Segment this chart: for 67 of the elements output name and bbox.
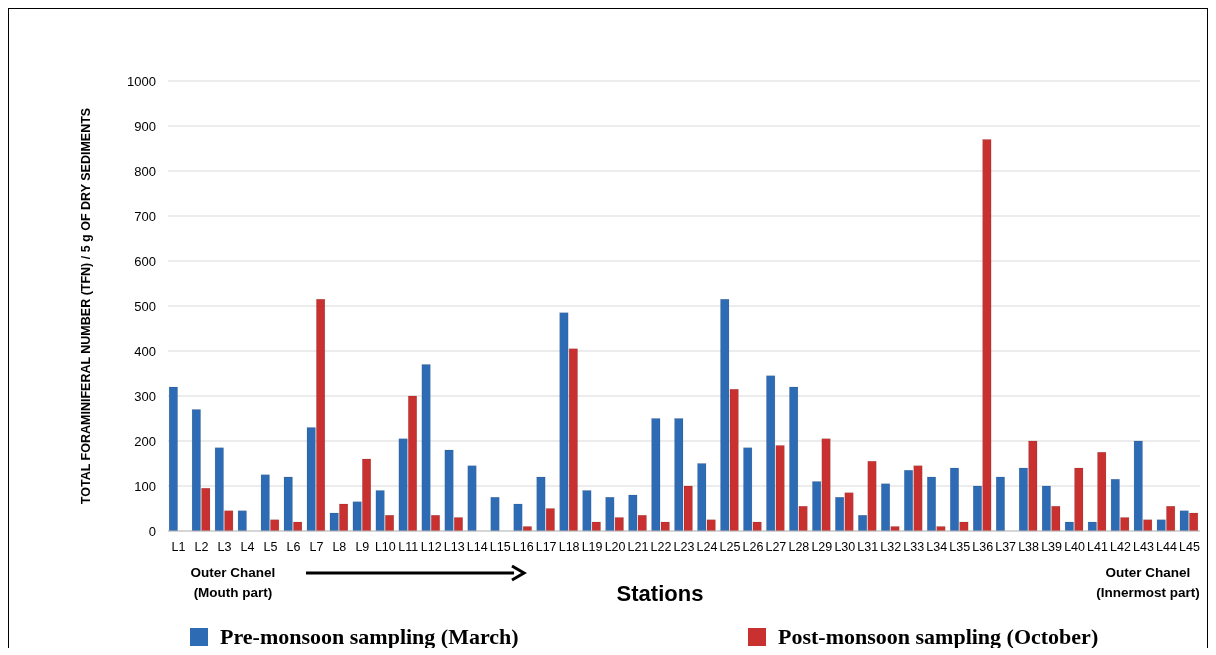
x-tick-label: L37 [995, 540, 1017, 554]
x-tick-label: L34 [926, 540, 948, 554]
x-tick-label: L33 [903, 540, 925, 554]
x-tick-label: L1 [171, 540, 186, 554]
y-tick-label: 500 [134, 298, 156, 314]
x-tick-label: L31 [857, 540, 879, 554]
x-tick-label: L20 [604, 540, 626, 554]
y-tick-label: 200 [134, 433, 156, 449]
x-tick-label: L41 [1087, 540, 1109, 554]
x-tick-label: L7 [309, 540, 324, 554]
x-tick-label: L16 [512, 540, 534, 554]
x-tick-label: L25 [719, 540, 741, 554]
x-tick-label: L11 [398, 540, 419, 554]
x-tick-label: L17 [535, 540, 557, 554]
x-tick-label: L22 [650, 540, 672, 554]
x-tick-label: L9 [355, 540, 370, 554]
x-tick-label: L38 [1018, 540, 1040, 554]
x-tick-label: L36 [972, 540, 994, 554]
x-tick-label: L30 [834, 540, 856, 554]
x-tick-label: L28 [788, 540, 810, 554]
x-tick-label: L24 [696, 540, 718, 554]
y-axis-title: TOTAL FORAMINIFERAL NUMBER (TFN) / 5 g OF DRY SEDIMENTS [79, 107, 93, 505]
x-tick-label: L10 [374, 540, 396, 554]
x-tick-label: L44 [1156, 540, 1177, 554]
y-tick-label: 100 [134, 478, 156, 494]
x-tick-label: L2 [194, 540, 209, 554]
x-tick-label: L14 [466, 540, 488, 554]
bar [467, 465, 477, 532]
bar [237, 510, 247, 532]
x-tick-label: L3 [217, 540, 232, 554]
text: Outer Chanel (Innermost part) [1096, 565, 1200, 600]
y-tick-label: 300 [134, 388, 156, 404]
y-tick-label: 0 [148, 523, 156, 539]
bar [168, 386, 178, 532]
x-tick-label: L32 [880, 540, 902, 554]
y-tick-label: 700 [134, 208, 156, 224]
x-tick-label: L43 [1133, 540, 1154, 554]
y-tick-label: 800 [134, 163, 156, 179]
x-tick-label: L21 [627, 540, 649, 554]
x-tick-label: L27 [765, 540, 787, 554]
x-tick-label: L5 [263, 540, 278, 554]
x-tick-label: L35 [949, 540, 971, 554]
x-tick-label: L18 [558, 540, 580, 554]
x-tick-label: L23 [673, 540, 695, 554]
y-tick-label: 900 [134, 118, 156, 134]
x-tick-label: L26 [742, 540, 764, 554]
legend-label: Post-monsoon sampling (October) [778, 624, 1099, 649]
text: Outer Chanel (Mouth part) [190, 565, 276, 600]
legend-label: Pre-monsoon sampling (March) [220, 624, 519, 649]
x-tick-label: L12 [420, 540, 442, 554]
y-tick-label: 1000 [127, 73, 156, 89]
y-tick-label: 400 [134, 343, 156, 359]
x-tick-label: L6 [286, 540, 301, 554]
bar [490, 497, 500, 532]
x-tick-label: L45 [1179, 540, 1200, 554]
x-tick-label: L40 [1064, 540, 1086, 554]
bar [995, 476, 1005, 532]
y-tick-label: 600 [134, 253, 156, 269]
x-tick-label: L15 [489, 540, 511, 554]
x-tick-label: L13 [443, 540, 465, 554]
x-tick-label: L4 [240, 540, 255, 554]
x-tick-label: L8 [332, 540, 347, 554]
x-tick-label: L19 [581, 540, 603, 554]
x-tick-label: L39 [1041, 540, 1063, 554]
x-axis-title: Stations [616, 581, 704, 606]
x-tick-label: L42 [1110, 540, 1131, 554]
x-tick-label: L29 [811, 540, 833, 554]
